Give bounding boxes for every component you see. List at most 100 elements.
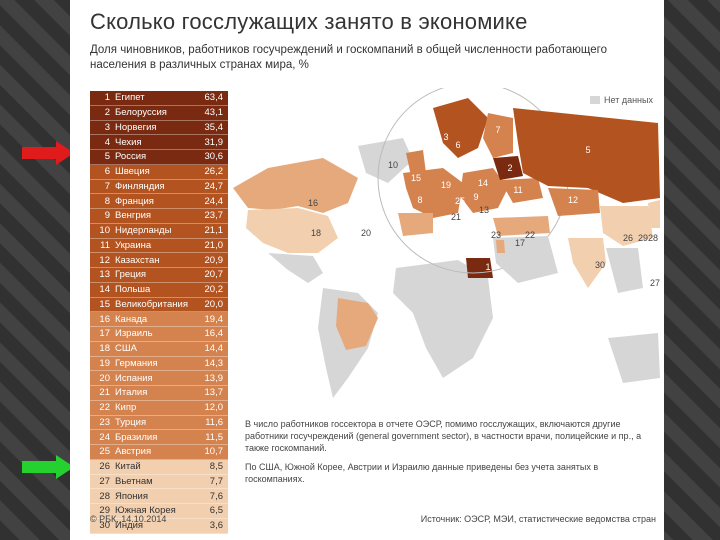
map-label: 28 bbox=[648, 233, 658, 243]
table-row: 22 Кипр 12,0 bbox=[90, 400, 228, 416]
map-label: 20 bbox=[361, 228, 371, 238]
row-rank: 5 bbox=[104, 151, 110, 163]
row-rank: 18 bbox=[99, 343, 110, 355]
map-label: 19 bbox=[441, 180, 451, 190]
row-country: Финляндия bbox=[115, 180, 165, 192]
map-label: 12 bbox=[568, 195, 578, 205]
row-value: 35,4 bbox=[204, 121, 224, 133]
copyright-footer: © РБК, 14.10.2014 bbox=[90, 514, 167, 524]
row-country: Австрия bbox=[115, 446, 152, 458]
western-europe-region bbox=[403, 168, 463, 218]
table-row: 15 Великобритания 20,0 bbox=[90, 297, 228, 313]
no-data-swatch bbox=[590, 96, 600, 104]
row-rank: 12 bbox=[99, 254, 110, 266]
row-country: Испания bbox=[115, 372, 153, 384]
methodology-note: В число работников госсектора в отчете О… bbox=[245, 418, 655, 492]
table-row: 12 Казахстан 20,9 bbox=[90, 253, 228, 268]
table-row: 29 Южная Корея 6,5 bbox=[90, 504, 228, 519]
row-rank: 21 bbox=[99, 387, 110, 399]
row-value: 21,1 bbox=[204, 225, 224, 237]
table-row: 4 Чехия 31,9 bbox=[90, 135, 228, 150]
map-legend: Нет данных bbox=[590, 95, 653, 105]
row-value: 20,0 bbox=[204, 298, 224, 310]
row-rank: 26 bbox=[99, 461, 110, 473]
infographic-card: Сколько госслужащих занято в экономике Д… bbox=[70, 0, 664, 540]
row-rank: 29 bbox=[99, 505, 110, 517]
legend-label: Нет данных bbox=[604, 95, 653, 105]
turkey-region bbox=[493, 216, 550, 236]
row-value: 21,0 bbox=[204, 239, 224, 251]
row-value: 31,9 bbox=[204, 136, 224, 148]
row-rank: 24 bbox=[99, 431, 110, 443]
row-rank: 7 bbox=[104, 180, 110, 192]
table-row: 25 Австрия 10,7 bbox=[90, 445, 228, 460]
row-value: 16,4 bbox=[204, 328, 224, 340]
map-label: 7 bbox=[495, 125, 500, 135]
map-label: 24 bbox=[383, 325, 393, 335]
central-europe-region bbox=[460, 168, 508, 213]
row-value: 13,7 bbox=[204, 387, 224, 399]
row-country: Бразилия bbox=[115, 431, 158, 443]
row-value: 14,4 bbox=[204, 343, 224, 355]
map-label: 14 bbox=[478, 178, 488, 188]
map-label: 27 bbox=[650, 278, 660, 288]
table-row: 18 США 14,4 bbox=[90, 341, 228, 357]
row-country: Чехия bbox=[115, 136, 142, 148]
row-rank: 2 bbox=[104, 107, 110, 119]
map-label: 13 bbox=[479, 205, 489, 215]
row-value: 19,4 bbox=[204, 313, 224, 325]
row-country: Канада bbox=[115, 313, 148, 325]
row-rank: 14 bbox=[99, 284, 110, 296]
australia-region bbox=[608, 333, 660, 383]
korea-japan-region bbox=[648, 200, 660, 228]
table-row: 19 Германия 14,3 bbox=[90, 356, 228, 372]
row-value: 24,4 bbox=[204, 195, 224, 207]
belarus-region bbox=[493, 156, 523, 180]
table-row: 6 Швеция 26,2 bbox=[90, 164, 228, 180]
row-country: Израиль bbox=[115, 328, 153, 340]
uk-region bbox=[406, 150, 426, 176]
map-label: 21 bbox=[451, 212, 461, 222]
row-value: 20,9 bbox=[204, 254, 224, 266]
map-label: 30 bbox=[595, 260, 605, 270]
row-country: Кипр bbox=[115, 402, 137, 414]
map-label: 2 bbox=[507, 163, 512, 173]
row-rank: 28 bbox=[99, 490, 110, 502]
row-country: Украина bbox=[115, 239, 152, 251]
row-country: Южная Корея bbox=[115, 505, 176, 517]
row-rank: 10 bbox=[99, 225, 110, 237]
row-country: Турция bbox=[115, 416, 147, 428]
row-value: 14,3 bbox=[204, 357, 224, 369]
map-label: 17 bbox=[515, 238, 525, 248]
map-label: 25 bbox=[455, 196, 465, 206]
table-row: 3 Норвегия 35,4 bbox=[90, 120, 228, 136]
row-rank: 11 bbox=[100, 239, 110, 251]
table-row: 21 Италия 13,7 bbox=[90, 386, 228, 401]
middle-east-region bbox=[493, 236, 558, 283]
row-rank: 13 bbox=[99, 269, 110, 281]
table-row: 26 Китай 8,5 bbox=[90, 459, 228, 475]
table-row: 7 Финляндия 24,7 bbox=[90, 179, 228, 195]
note-paragraph-2: По США, Южной Корее, Австрии и Израилю д… bbox=[245, 462, 599, 484]
table-row: 30 Индия 3,6 bbox=[90, 518, 228, 534]
map-label: 5 bbox=[585, 145, 590, 155]
row-country: Япония bbox=[115, 490, 148, 502]
map-label: 10 bbox=[388, 160, 398, 170]
row-rank: 25 bbox=[99, 446, 110, 458]
row-value: 24,7 bbox=[204, 180, 224, 192]
row-value: 43,1 bbox=[204, 107, 224, 119]
row-country: Швеция bbox=[115, 166, 150, 178]
row-value: 12,0 bbox=[204, 402, 224, 414]
row-rank: 23 bbox=[99, 416, 110, 428]
source-footer: Источник: ОЭСР, МЭИ, статистические ведо… bbox=[420, 514, 656, 524]
row-value: 20,2 bbox=[204, 284, 224, 296]
row-value: 7,7 bbox=[209, 475, 223, 487]
row-value: 23,7 bbox=[204, 210, 224, 222]
row-value: 6,5 bbox=[209, 505, 223, 517]
africa-region bbox=[393, 260, 493, 378]
row-value: 7,6 bbox=[209, 490, 223, 502]
table-row: 10 Нидерланды 21,1 bbox=[90, 223, 228, 239]
row-value: 11,6 bbox=[205, 416, 223, 428]
table-row: 2 Белоруссия 43,1 bbox=[90, 105, 228, 121]
row-rank: 3 bbox=[104, 121, 110, 133]
